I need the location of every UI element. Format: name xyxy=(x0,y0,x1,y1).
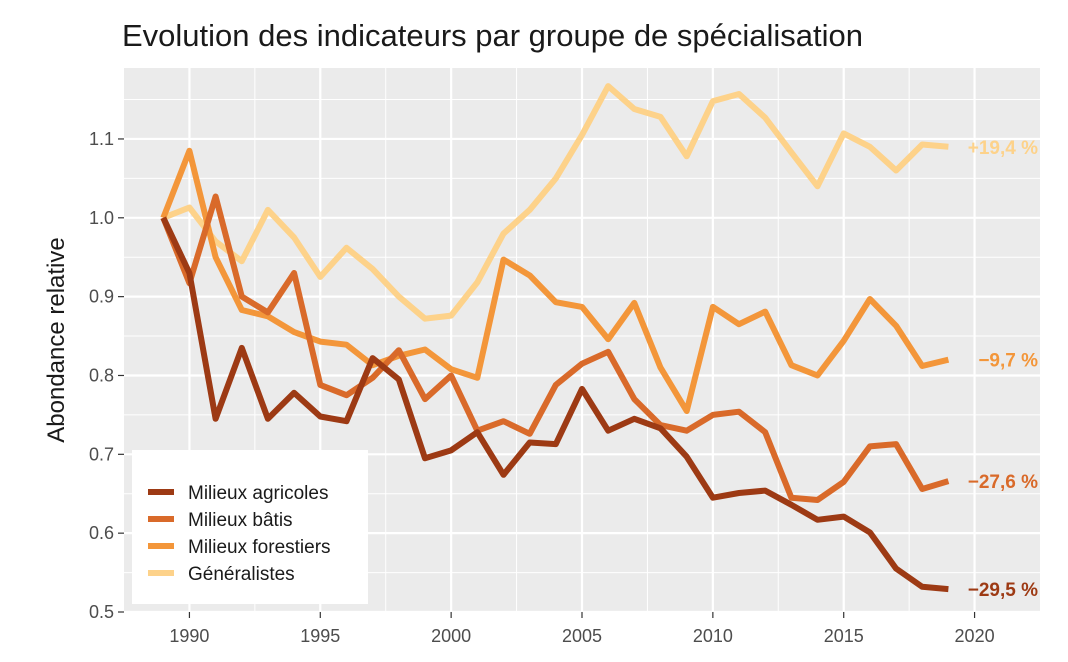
end-label-milieux-forestiers: −9,7 % xyxy=(978,351,1038,372)
y-tick-label: 0.9 xyxy=(89,287,114,307)
x-tick-label: 2005 xyxy=(562,626,602,646)
end-label-milieux-batis: −27,6 % xyxy=(968,472,1038,493)
y-axis-title: Abondance relative xyxy=(43,237,70,442)
x-tick-label: 2000 xyxy=(431,626,471,646)
legend-label-generalistes: Généralistes xyxy=(188,564,295,585)
legend-label-milieux-agricoles: Milieux agricoles xyxy=(188,483,328,504)
series-line-generalistes xyxy=(162,83,949,322)
end-label-generalistes: +19,4 % xyxy=(968,138,1038,159)
legend-box xyxy=(132,450,368,604)
x-tick-label: 2020 xyxy=(955,626,995,646)
x-tick-label: 2010 xyxy=(693,626,733,646)
y-tick-label: 0.5 xyxy=(89,602,114,622)
legend: Milieux agricoles Milieux bâtis Milieux fo… xyxy=(132,450,368,604)
y-tick-label: 0.7 xyxy=(89,444,114,464)
series-lines xyxy=(160,83,950,593)
y-tick-label: 0.6 xyxy=(89,523,114,543)
y-tick-label: 1.1 xyxy=(89,129,114,149)
series-line-milieux-agricoles xyxy=(160,216,949,593)
chart-title: Evolution des indicateurs par groupe de … xyxy=(122,18,864,53)
series-line-milieux-batis xyxy=(160,193,950,503)
x-tick-label: 1990 xyxy=(169,626,209,646)
x-tick-label: 2015 xyxy=(824,626,864,646)
end-label-milieux-agricoles: −29,5 % xyxy=(968,580,1038,601)
legend-label-milieux-forestiers: Milieux forestiers xyxy=(188,537,331,558)
axes: 0.5 0.6 0.7 0.8 0.9 1.0 1.1 1990 1995 2000 2005 201… xyxy=(89,129,995,646)
x-tick-label: 1995 xyxy=(300,626,340,646)
y-tick-label: 0.8 xyxy=(89,365,114,385)
series-line-milieux-forestiers xyxy=(160,147,950,414)
legend-label-milieux-batis: Milieux bâtis xyxy=(188,510,293,531)
end-labels: +19,4 % −9,7 % −27,6 % −29,5 % xyxy=(968,138,1038,601)
y-tick-label: 1.0 xyxy=(89,208,114,228)
